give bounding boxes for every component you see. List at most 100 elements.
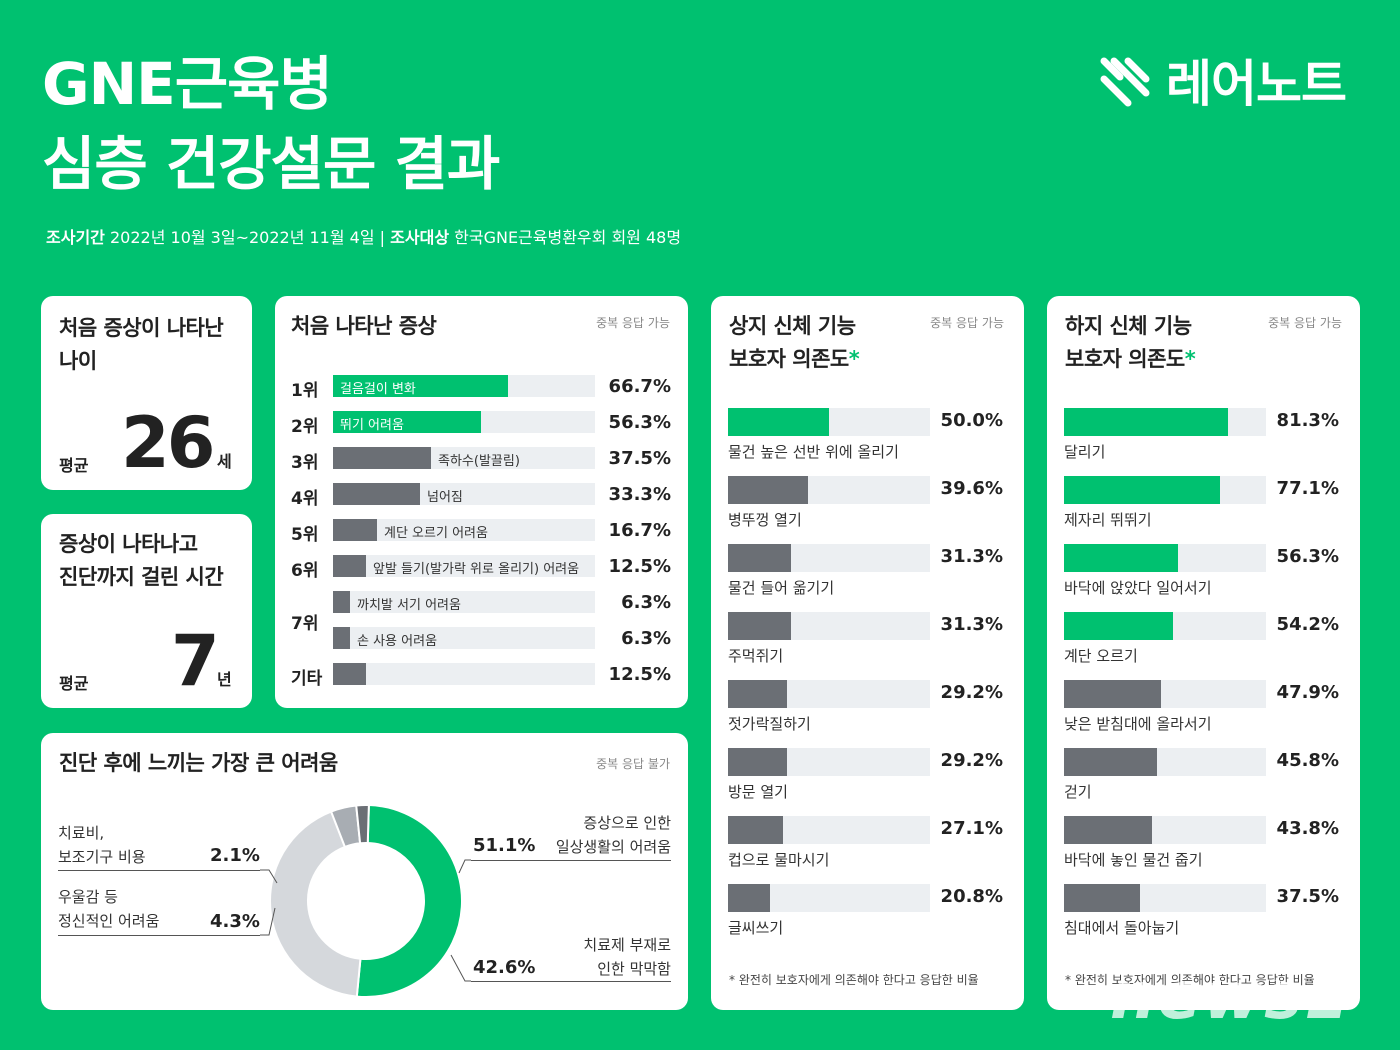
onset-age-value: 26 — [121, 402, 215, 484]
symptom-bar-label: 넘어짐 — [427, 490, 463, 505]
slice-label-mental: 우울감 등 정신적인 어려움 — [58, 885, 159, 933]
slice-label-cost-line-2: 보조기구 비용 — [58, 848, 146, 866]
symptom-bar — [333, 519, 377, 541]
upper-bar-track — [728, 680, 930, 708]
lower-label: 바닥에 놓인 물건 줍기 — [1064, 851, 1203, 869]
lower-label: 침대에서 돌아눕기 — [1064, 919, 1180, 937]
lower-label: 달리기 — [1064, 443, 1106, 461]
symptom-bar-track: 앞발 들기(발가락 위로 올리기) 어려움 — [333, 555, 595, 577]
lower-bar-track — [1064, 476, 1266, 504]
lower-bar — [1064, 884, 1140, 912]
upper-value: 31.3% — [940, 546, 1003, 567]
difficulty-donut-chart — [260, 804, 471, 998]
upper-bar — [728, 476, 808, 504]
lower-value: 81.3% — [1276, 410, 1339, 431]
lower-body-star: * — [1184, 347, 1196, 371]
lower-value: 43.8% — [1276, 818, 1339, 839]
diagnosis-title-line-2: 진단까지 걸린 시간 — [59, 565, 224, 589]
slice-underline-nocure — [471, 981, 671, 982]
lower-value: 77.1% — [1276, 478, 1339, 499]
upper-body-star: * — [848, 347, 860, 371]
lower-label: 낮은 받침대에 올라서기 — [1064, 715, 1212, 733]
watermark: news1 — [1110, 960, 1351, 1034]
diagnosis-avg-label: 평균 — [59, 674, 89, 693]
symptom-bar — [333, 555, 366, 577]
page-title: GNE근육병 심층 건강설문 결과 — [42, 44, 500, 204]
lower-bar — [1064, 680, 1161, 708]
upper-value: 27.1% — [940, 818, 1003, 839]
symptom-bar — [333, 591, 350, 613]
upper-bar — [728, 680, 787, 708]
symptom-bar-label: 앞발 들기(발가락 위로 올리기) 어려움 — [373, 562, 580, 577]
onset-age-unit: 세 — [217, 452, 232, 471]
symptom-value: 33.3% — [608, 484, 671, 505]
slice-label-cost: 치료비, 보조기구 비용 — [58, 821, 146, 869]
upper-bar-track — [728, 408, 930, 436]
upper-bar — [728, 816, 783, 844]
upper-value: 29.2% — [940, 750, 1003, 771]
slice-label-daily: 증상으로 인한 일상생활의 어려움 — [556, 811, 671, 859]
onset-age-card: 처음 증상이 나타난 나이 평균 26 세 — [41, 296, 252, 490]
lower-body-title: 하지 신체 기능 보호자 의존도* — [1065, 310, 1196, 376]
lower-body-card: 하지 신체 기능 보호자 의존도* 중복 응답 가능 81.3% 달리기 77.1%… — [1047, 296, 1360, 1010]
lower-value: 54.2% — [1276, 614, 1339, 635]
lower-value: 37.5% — [1276, 886, 1339, 907]
donut-slice-cost — [355, 804, 370, 845]
diagnosis-time-card: 증상이 나타나고 진단까지 걸린 시간 평균 7 년 — [41, 514, 252, 708]
lower-bar-track — [1064, 680, 1266, 708]
symptom-rank: 7위 — [291, 614, 319, 634]
lower-body-title-text: 보호자 의존도 — [1065, 347, 1185, 371]
lower-bar-track — [1064, 408, 1266, 436]
symptom-bar-label: 걸음걸이 변화 — [340, 382, 416, 397]
diagnosis-time-value: 7 — [171, 620, 220, 702]
lower-bar — [1064, 748, 1157, 776]
upper-bar-track — [728, 748, 930, 776]
upper-label: 병뚜껑 열기 — [728, 511, 802, 529]
symptom-bar-track: 걸음걸이 변화 — [333, 375, 595, 397]
lower-bar — [1064, 816, 1152, 844]
slice-underline-daily — [471, 860, 671, 861]
upper-body-note: 중복 응답 가능 — [930, 316, 1004, 330]
upper-bar — [728, 748, 787, 776]
slice-label-mental-line-1: 우울감 등 — [58, 888, 118, 906]
diagnosis-title-line-1: 증상이 나타나고 — [59, 532, 198, 556]
upper-body-title-line-2: 보호자 의존도* — [729, 343, 860, 376]
info-separator: | — [379, 228, 386, 247]
symptom-bar-label: 족하수(발끌림) — [438, 454, 520, 469]
symptom-value: 16.7% — [608, 520, 671, 541]
symptom-bar — [333, 447, 431, 469]
lower-bar-track — [1064, 544, 1266, 572]
upper-bar — [728, 408, 829, 436]
slice-label-nocure-line-1: 치료제 부재로 — [583, 936, 671, 954]
lower-label: 바닥에 앉았다 일어서기 — [1064, 579, 1212, 597]
upper-value: 20.8% — [940, 886, 1003, 907]
first-symptoms-title: 처음 나타난 증상 — [291, 314, 437, 338]
lower-value: 47.9% — [1276, 682, 1339, 703]
slice-label-daily-line-1: 증상으로 인한 — [583, 814, 671, 832]
symptom-bar-track: 넘어짐 — [333, 483, 595, 505]
title-line-1: GNE근육병 — [42, 50, 333, 118]
target-label: 조사대상 — [390, 228, 450, 247]
lower-value: 45.8% — [1276, 750, 1339, 771]
upper-value: 39.6% — [940, 478, 1003, 499]
symptom-bar — [333, 375, 508, 397]
donut-slice-nocure — [269, 810, 362, 998]
symptom-rank: 3위 — [291, 453, 319, 473]
lower-label: 계단 오르기 — [1064, 647, 1138, 665]
upper-bar-track — [728, 476, 930, 504]
upper-body-title: 상지 신체 기능 보호자 의존도* — [729, 310, 860, 376]
upper-body-title-text: 보호자 의존도 — [729, 347, 849, 371]
upper-body-card: 상지 신체 기능 보호자 의존도* 중복 응답 가능 50.0% 물건 높은 선반… — [711, 296, 1024, 1010]
symptom-rank: 2위 — [291, 417, 319, 437]
lower-bar-track — [1064, 816, 1266, 844]
logo-mark-icon — [1100, 57, 1150, 107]
lower-bar — [1064, 408, 1228, 436]
lower-bar — [1064, 612, 1173, 640]
upper-bar — [728, 884, 770, 912]
slice-label-nocure: 치료제 부재로 인한 막막함 — [583, 933, 671, 981]
lower-bar — [1064, 544, 1178, 572]
slice-underline-cost — [58, 870, 260, 871]
diagnosis-time-unit: 년 — [217, 670, 232, 689]
symptom-value: 12.5% — [608, 556, 671, 577]
leader-line-mental — [260, 907, 276, 936]
